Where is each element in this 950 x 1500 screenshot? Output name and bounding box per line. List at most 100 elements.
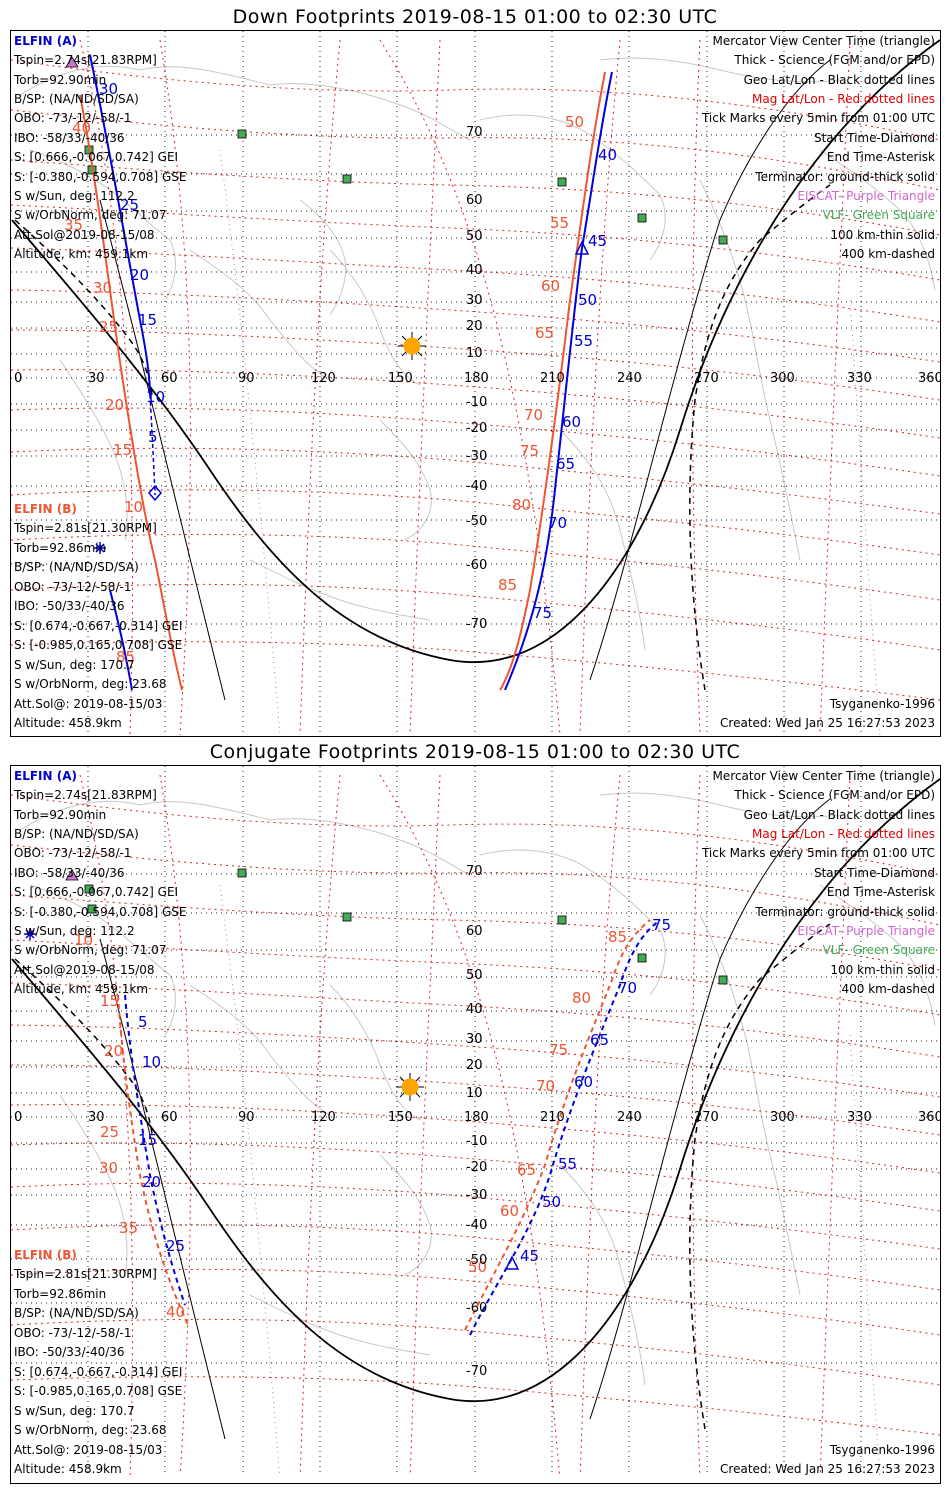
triangle-marker-icon bbox=[504, 1255, 520, 1270]
legend-item: End Time-Asterisk bbox=[827, 885, 935, 899]
lon-label: 120 bbox=[311, 371, 336, 386]
lon-label: 30 bbox=[88, 1110, 105, 1125]
lon-label: 180 bbox=[464, 371, 489, 386]
track-label: 10 bbox=[74, 931, 93, 949]
down-footprints-map-frame bbox=[10, 30, 941, 737]
track-label: 65 bbox=[590, 1031, 609, 1049]
info-line: S: [-0.380,-0.594,0.708] GSE bbox=[14, 905, 187, 919]
vlf-square-icon bbox=[557, 915, 567, 925]
lon-label: 90 bbox=[238, 1110, 255, 1125]
legend-item: 100 km-thin solid bbox=[830, 963, 935, 977]
vlf-square-icon bbox=[237, 129, 247, 139]
elfin-b-track-labels: 40 35 30 25 20 15 10 50 55 60 65 70 75 8… bbox=[64, 113, 584, 666]
info-line: B/SP: (NA/ND/SD/SA) bbox=[14, 92, 139, 106]
info-line: OBO: -73/-12/-58/-1 bbox=[14, 111, 131, 125]
legend-item: Thick - Science (FGM and/or EPD) bbox=[733, 53, 935, 67]
info-line: Tspin=2.74s[21.83RPM] bbox=[13, 788, 157, 802]
track-label: 10 bbox=[142, 1053, 161, 1071]
elfin-b-info: ELFIN (B) Tspin=2.81s[21.30RPM] Torb=92.… bbox=[13, 502, 182, 730]
down-footprints-map: 30 25 20 15 10 5 40 45 50 55 60 65 70 75… bbox=[11, 31, 940, 736]
track-label: 65 bbox=[517, 1161, 536, 1179]
info-line: IBO: -50/33/-40/36 bbox=[14, 599, 125, 613]
lat-label: 40 bbox=[466, 263, 483, 278]
info-line: S: [-0.985,0.165,0.708] GSE bbox=[14, 638, 182, 652]
info-line: Tspin=2.74s[21.83RPM] bbox=[13, 53, 157, 67]
track-label: 70 bbox=[548, 514, 567, 532]
info-line: Att.Sol@: 2019-08-15/03 bbox=[14, 697, 162, 711]
track-label: 55 bbox=[550, 214, 569, 232]
lon-label: 270 bbox=[694, 1110, 719, 1125]
track-label: 60 bbox=[574, 1073, 593, 1091]
info-line: S w/Sun, deg: 170.7 bbox=[14, 658, 135, 672]
lon-label: 60 bbox=[161, 1110, 178, 1125]
lat-label: 30 bbox=[466, 293, 483, 308]
lat-label: -20 bbox=[466, 1160, 487, 1175]
track-label: 70 bbox=[536, 1077, 555, 1095]
info-line: Att.Sol@2019-08-15/08 bbox=[14, 963, 155, 977]
track-label: 10 bbox=[124, 498, 143, 516]
lon-label: 150 bbox=[388, 1110, 413, 1125]
lat-label: 20 bbox=[466, 1058, 483, 1073]
legend-item: Thick - Science (FGM and/or EPD) bbox=[733, 788, 935, 802]
lon-label: 120 bbox=[311, 1110, 336, 1125]
lat-label: 60 bbox=[466, 193, 483, 208]
track-label: 75 bbox=[520, 442, 539, 460]
track-label: 20 bbox=[105, 396, 124, 414]
info-line: OBO: -73/-12/-58/-1 bbox=[14, 1326, 131, 1340]
info-line: Torb=92.86min bbox=[13, 541, 106, 555]
info-line: S: [0.666,-0.067,0.742] GEI bbox=[14, 150, 178, 164]
lat-label: -20 bbox=[466, 421, 487, 436]
track-label: 30 bbox=[93, 279, 112, 297]
lat-label: 60 bbox=[466, 924, 483, 939]
track-label: 80 bbox=[572, 989, 591, 1007]
track-label: 65 bbox=[535, 324, 554, 342]
terminator-100km-thin bbox=[99, 798, 831, 1440]
lat-label: -30 bbox=[466, 449, 487, 464]
lat-label: -70 bbox=[466, 1364, 487, 1379]
info-line: S w/OrbNorm, deg: 23.68 bbox=[14, 677, 166, 691]
lat-label: -40 bbox=[466, 1218, 487, 1233]
lon-label: 0 bbox=[14, 371, 22, 386]
legend-item: EISCAT- Purple Triangle bbox=[797, 924, 935, 938]
mag-lat-lon-grid bbox=[11, 774, 940, 1475]
track-label: 35 bbox=[119, 1219, 138, 1237]
sun-icon bbox=[396, 1073, 424, 1101]
info-line: S w/OrbNorm, deg: 71.07 bbox=[14, 208, 166, 222]
elfin-b-tracks bbox=[79, 71, 606, 691]
track-label: 50 bbox=[542, 1193, 561, 1211]
info-line: S w/Sun, deg: 112.2 bbox=[14, 924, 135, 938]
track-label: 15 bbox=[113, 441, 132, 459]
vlf-square-icon bbox=[718, 235, 728, 245]
elfin-b-header: ELFIN (B) bbox=[14, 502, 77, 516]
legend-item: Tick Marks every 5min from 01:00 UTC bbox=[701, 846, 935, 860]
info-line: S w/OrbNorm, deg: 71.07 bbox=[14, 943, 166, 957]
vlf-square-icon bbox=[557, 177, 567, 187]
longitude-labels: 0 30 60 90 120 150 180 210 240 270 300 3… bbox=[14, 1110, 940, 1125]
lat-label: -60 bbox=[466, 1301, 487, 1316]
info-line: Altitude: 458.9km bbox=[14, 1462, 122, 1475]
track-label: 55 bbox=[558, 1155, 577, 1173]
info-line: S: [0.674,-0.667,-0.314] GEI bbox=[14, 619, 182, 633]
elfin-a-info: ELFIN (A) Tspin=2.74s[21.83RPM] Torb=92.… bbox=[13, 769, 187, 996]
legend-item: Mag Lat/Lon - Red dotted lines bbox=[752, 92, 935, 106]
lat-label: 70 bbox=[466, 864, 483, 879]
track-label: 65 bbox=[556, 455, 575, 473]
lon-label: 60 bbox=[161, 371, 178, 386]
legend-item: Start Time-Diamond bbox=[814, 866, 935, 880]
lat-label: 20 bbox=[466, 319, 483, 334]
track-label: 30 bbox=[99, 1159, 118, 1177]
legend-item: VLF- Green Square bbox=[823, 943, 935, 957]
info-line: S: [0.674,-0.667,-0.314] GEI bbox=[14, 1365, 182, 1379]
conjugate-footprints-map-frame bbox=[10, 765, 941, 1484]
track-label: 55 bbox=[574, 332, 593, 350]
conjugate-footprints-map: 5 10 15 20 25 45 50 55 60 65 70 75 10 15… bbox=[11, 766, 940, 1475]
info-line: IBO: -58/33/-40/36 bbox=[14, 866, 125, 880]
info-line: IBO: -58/33/-40/36 bbox=[14, 131, 125, 145]
track-label: 85 bbox=[116, 648, 135, 666]
elfin-a-info: ELFIN (A) Tspin=2.74s[21.83RPM] Torb=92.… bbox=[13, 34, 187, 261]
lat-label: -10 bbox=[466, 395, 487, 410]
lat-label: 10 bbox=[466, 1086, 483, 1101]
track-label: 50 bbox=[578, 291, 597, 309]
legend-item: Tick Marks every 5min from 01:00 UTC bbox=[701, 111, 935, 125]
info-line: B/SP: (NA/ND/SD/SA) bbox=[14, 1306, 139, 1320]
